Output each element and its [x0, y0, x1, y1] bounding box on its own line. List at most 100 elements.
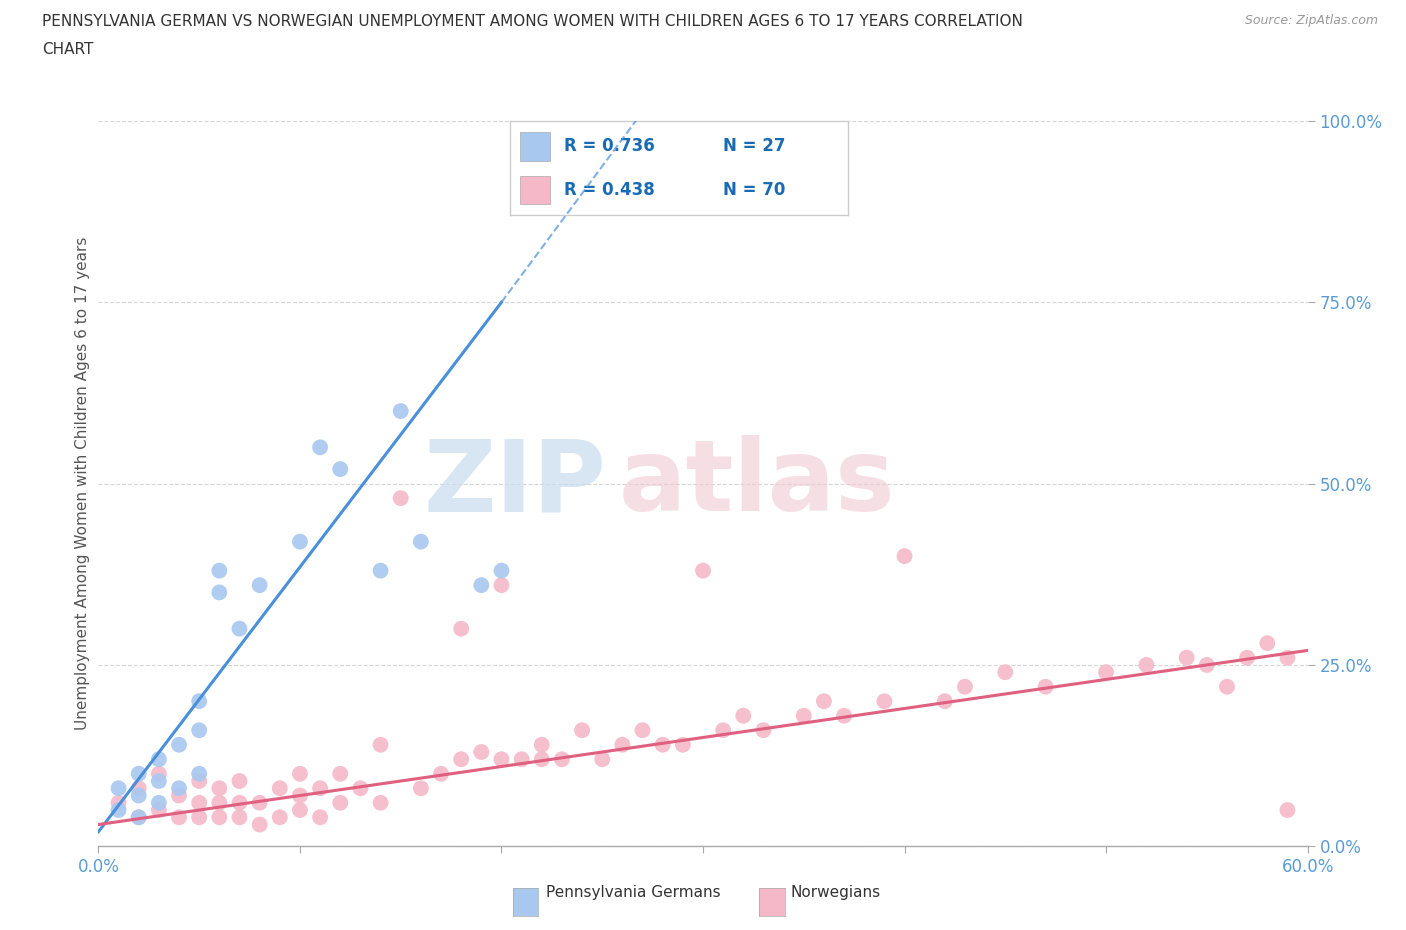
Point — [1256, 636, 1278, 651]
Point — [1277, 803, 1299, 817]
Point — [934, 694, 956, 709]
Point — [188, 795, 211, 810]
Point — [752, 723, 775, 737]
Point — [329, 461, 352, 476]
Point — [167, 788, 190, 803]
Point — [491, 564, 513, 578]
Point — [491, 578, 513, 592]
Point — [249, 817, 271, 832]
Text: Pennsylvania Germans: Pennsylvania Germans — [546, 885, 720, 900]
Point — [288, 803, 311, 817]
Point — [228, 795, 250, 810]
Text: PENNSYLVANIA GERMAN VS NORWEGIAN UNEMPLOYMENT AMONG WOMEN WITH CHILDREN AGES 6 T: PENNSYLVANIA GERMAN VS NORWEGIAN UNEMPLO… — [42, 14, 1024, 29]
Point — [107, 803, 129, 817]
Point — [370, 737, 392, 752]
Point — [188, 723, 211, 737]
Text: Source: ZipAtlas.com: Source: ZipAtlas.com — [1244, 14, 1378, 27]
Point — [1095, 665, 1118, 680]
Point — [249, 795, 271, 810]
Point — [651, 737, 673, 752]
Point — [450, 751, 472, 766]
Point — [813, 694, 835, 709]
Point — [893, 549, 915, 564]
Point — [128, 810, 150, 825]
Point — [107, 781, 129, 796]
Point — [389, 491, 412, 506]
Point — [208, 585, 231, 600]
Point — [1236, 650, 1258, 665]
Point — [733, 135, 755, 150]
Point — [370, 564, 392, 578]
Text: CHART: CHART — [42, 42, 94, 57]
Point — [167, 781, 190, 796]
Point — [1277, 650, 1299, 665]
Point — [188, 774, 211, 789]
Text: atlas: atlas — [619, 435, 896, 532]
Text: Norwegians: Norwegians — [790, 885, 880, 900]
Point — [612, 737, 634, 752]
Point — [953, 679, 976, 694]
Point — [873, 694, 896, 709]
Point — [148, 795, 170, 810]
Point — [530, 737, 553, 752]
Point — [188, 694, 211, 709]
Point — [1135, 658, 1157, 672]
Point — [409, 534, 432, 549]
Point — [631, 723, 654, 737]
Point — [530, 751, 553, 766]
Point — [571, 723, 593, 737]
Point — [208, 810, 231, 825]
Point — [1175, 650, 1198, 665]
Point — [228, 810, 250, 825]
Point — [1035, 679, 1057, 694]
Point — [551, 751, 574, 766]
Point — [269, 781, 291, 796]
Point — [672, 737, 695, 752]
Point — [288, 534, 311, 549]
Point — [450, 621, 472, 636]
Point — [148, 803, 170, 817]
Point — [288, 788, 311, 803]
Point — [349, 781, 371, 796]
Point — [188, 810, 211, 825]
Point — [128, 810, 150, 825]
Point — [591, 751, 613, 766]
Point — [188, 766, 211, 781]
Text: ZIP: ZIP — [423, 435, 606, 532]
Point — [470, 745, 492, 760]
Point — [430, 766, 453, 781]
Point — [491, 751, 513, 766]
Point — [1216, 679, 1239, 694]
Point — [208, 781, 231, 796]
Point — [711, 723, 734, 737]
Point — [107, 795, 129, 810]
Point — [148, 774, 170, 789]
Point — [167, 810, 190, 825]
Point — [309, 810, 332, 825]
Point — [148, 766, 170, 781]
Point — [994, 665, 1017, 680]
Point — [249, 578, 271, 592]
Point — [128, 788, 150, 803]
Point — [309, 440, 332, 455]
Point — [128, 766, 150, 781]
Point — [832, 709, 855, 724]
Point — [329, 766, 352, 781]
Point — [228, 774, 250, 789]
Point — [510, 751, 533, 766]
Point — [470, 578, 492, 592]
Point — [309, 781, 332, 796]
Point — [228, 621, 250, 636]
Point — [288, 766, 311, 781]
Point — [370, 795, 392, 810]
Point — [269, 810, 291, 825]
Point — [128, 781, 150, 796]
Point — [148, 751, 170, 766]
Point — [733, 709, 755, 724]
Point — [389, 404, 412, 418]
Point — [208, 564, 231, 578]
Point — [409, 781, 432, 796]
Point — [692, 135, 714, 150]
Point — [692, 564, 714, 578]
Y-axis label: Unemployment Among Women with Children Ages 6 to 17 years: Unemployment Among Women with Children A… — [75, 237, 90, 730]
